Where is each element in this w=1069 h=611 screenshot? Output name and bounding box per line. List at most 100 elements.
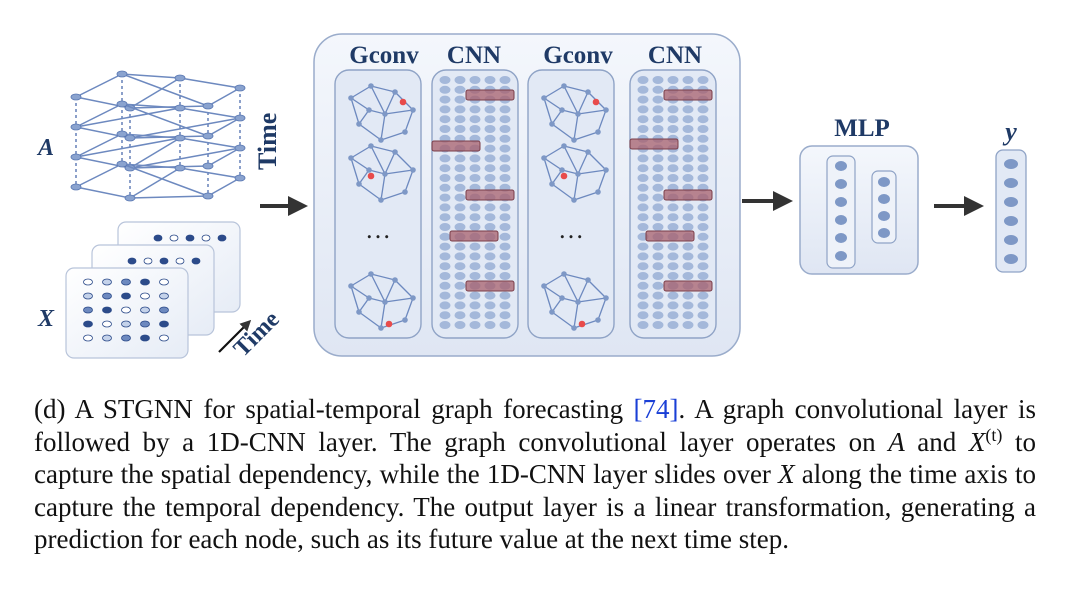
mlp-neuron: [878, 228, 890, 238]
graph-edge: [121, 73, 181, 79]
cnn-cell: [499, 321, 511, 329]
matrix-cell: [83, 306, 93, 314]
graph-node: [356, 121, 362, 127]
cnn-kernel: [465, 280, 515, 292]
cnn-cell: [439, 115, 451, 124]
graph-node: [378, 197, 384, 203]
matrix-cell: [159, 320, 169, 328]
cnn-cell: [637, 183, 649, 192]
graph-node: [549, 181, 555, 187]
output-vector: [995, 149, 1027, 273]
graph-node: [561, 271, 567, 277]
cnn-cell: [667, 321, 679, 329]
cnn-cell: [454, 105, 466, 114]
cnn-cell: [637, 301, 649, 310]
cnn-cell: [454, 95, 466, 104]
cnn-cell: [652, 301, 664, 310]
matrix-cell: [140, 306, 150, 314]
cnn-kernel: [465, 189, 515, 201]
cnn-cell: [454, 262, 466, 271]
graph-node: [410, 107, 416, 113]
label-time-bottom: Time: [229, 306, 285, 362]
graph-node: [70, 153, 82, 161]
matrix-cell: [140, 334, 150, 342]
cnn-cell: [469, 203, 481, 212]
graph-node: [603, 295, 609, 301]
graph-node: [561, 83, 567, 89]
graph-node: [571, 197, 577, 203]
graph-node: [202, 162, 214, 170]
cnn-cell: [469, 291, 481, 300]
cnn-cell: [637, 262, 649, 271]
output-column: [995, 149, 1027, 273]
graph-edge: [75, 186, 131, 199]
cnn-cell: [682, 242, 694, 251]
caption-superscript-t: (t): [985, 424, 1003, 445]
cnn-cell: [484, 301, 496, 310]
cnn-cell: [454, 301, 466, 310]
graph-edge: [129, 77, 181, 109]
cnn-cell: [667, 125, 679, 133]
graph-edge: [179, 167, 241, 179]
cnn-cell: [454, 321, 466, 329]
graph-node: [559, 167, 565, 173]
cnn-cell: [454, 242, 466, 251]
label-gconv-2: Gconv: [543, 42, 613, 69]
cnn-cell: [439, 193, 451, 202]
graph-edge: [129, 137, 181, 169]
graph-edge: [573, 301, 579, 329]
cnn-cell: [484, 134, 496, 143]
matrix-cell: [102, 278, 112, 286]
cnn-cell: [652, 291, 664, 300]
graph-edge: [370, 145, 396, 153]
graph-node: [559, 295, 565, 301]
graph-edge: [129, 147, 241, 169]
graph-node: [124, 194, 136, 202]
cnn-cell: [469, 115, 481, 124]
matrix-cell: [102, 334, 112, 342]
graph-node: [366, 107, 372, 113]
cnn-cell: [667, 252, 679, 261]
cnn-cell: [667, 154, 679, 163]
graph-edge: [543, 285, 553, 313]
cnn-cell: [499, 291, 511, 300]
graph-edge: [577, 297, 607, 303]
cnn-cell: [469, 311, 481, 320]
cnn-cell: [637, 281, 649, 290]
citation-link[interactable]: [74]: [633, 394, 679, 424]
cnn-cell: [697, 272, 709, 280]
mlp-panel: [799, 145, 919, 275]
cnn-cell: [652, 76, 664, 84]
cnn-cell: [652, 183, 664, 192]
graph-edge: [543, 85, 565, 99]
cnn-cell: [484, 115, 496, 124]
cnn-cell: [499, 125, 511, 133]
graph-node: [392, 277, 398, 283]
graph-edge: [129, 117, 241, 139]
cnn-cell: [439, 154, 451, 163]
graph-edge: [358, 169, 370, 185]
cnn-cell: [484, 164, 496, 173]
cnn-cell: [667, 301, 679, 310]
graph-edge: [543, 285, 563, 299]
target-node: [367, 172, 375, 180]
cnn-cell: [499, 105, 511, 114]
graph-node: [549, 121, 555, 127]
target-node: [385, 320, 393, 328]
output-node: [1004, 216, 1018, 226]
cnn-cell: [499, 203, 511, 212]
cnn-cell: [439, 76, 451, 84]
matrix-cell: [140, 278, 150, 286]
cnn-cell: [697, 311, 709, 320]
graph-edge: [587, 279, 607, 299]
cnn-cell: [667, 174, 679, 182]
graph-edge: [75, 103, 123, 128]
graph-edge: [350, 157, 360, 185]
cnn-cell: [682, 301, 694, 310]
graph-edge: [597, 169, 607, 193]
cnn-cell: [454, 115, 466, 124]
graph-node: [382, 111, 388, 117]
cnn-kernel: [663, 280, 713, 292]
cnn-cell: [652, 213, 664, 222]
cnn-cell: [667, 203, 679, 212]
